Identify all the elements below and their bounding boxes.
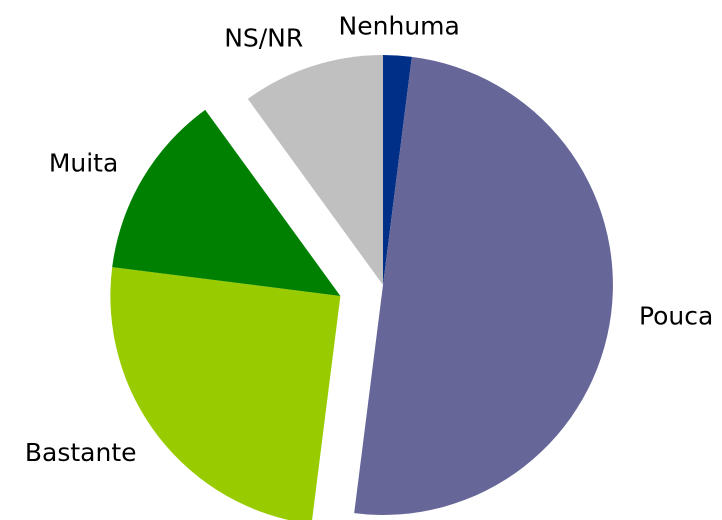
pie-slice bbox=[354, 56, 613, 515]
slice-label: Pouca bbox=[639, 301, 713, 330]
pie-slice bbox=[247, 55, 383, 285]
slice-label: Muita bbox=[49, 149, 118, 178]
pie-slice bbox=[110, 267, 341, 520]
slice-label: Bastante bbox=[25, 438, 137, 467]
slice-label: NS/NR bbox=[224, 24, 303, 53]
pie-slice bbox=[112, 109, 341, 296]
slice-label: Nenhuma bbox=[339, 12, 460, 41]
pie-slice bbox=[383, 55, 412, 285]
